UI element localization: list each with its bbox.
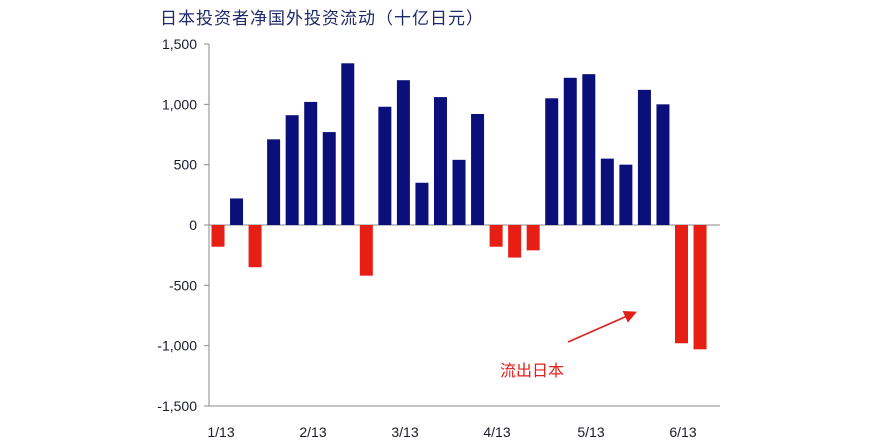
bar bbox=[230, 198, 244, 225]
y-tick-label: -1,000 bbox=[157, 338, 197, 354]
bar bbox=[396, 80, 410, 225]
bar bbox=[415, 182, 429, 225]
annotation-arrow bbox=[567, 311, 637, 343]
bar bbox=[619, 164, 633, 225]
x-tick-label: 2/13 bbox=[299, 424, 326, 440]
x-tick-label: 4/13 bbox=[483, 424, 510, 440]
bar bbox=[285, 115, 299, 225]
bar bbox=[489, 225, 503, 247]
bars bbox=[211, 63, 707, 350]
bar bbox=[582, 74, 596, 226]
bar bbox=[267, 139, 281, 225]
x-tick-label: 1/13 bbox=[207, 424, 234, 440]
x-tick-label: 6/13 bbox=[669, 424, 696, 440]
bar bbox=[637, 89, 651, 225]
bar bbox=[471, 113, 485, 225]
bar bbox=[675, 225, 688, 344]
y-tick-label: -1,500 bbox=[157, 398, 197, 414]
annotation-label: 流出日本 bbox=[500, 361, 564, 380]
annotations: 流出日本 bbox=[500, 311, 637, 380]
x-tick-labels: 1/13 2/13 3/13 4/13 5/13 6/13 bbox=[207, 424, 696, 440]
y-tick-label: 500 bbox=[174, 157, 198, 173]
bar bbox=[563, 77, 577, 225]
y-tick-label: -500 bbox=[169, 277, 197, 293]
chart-title: 日本投资者净国外投资流动（十亿日元） bbox=[160, 9, 484, 29]
bar bbox=[341, 63, 355, 225]
bar bbox=[693, 225, 707, 350]
bar bbox=[508, 225, 522, 258]
bar bbox=[359, 225, 373, 276]
x-tick-label: 5/13 bbox=[577, 424, 604, 440]
y-tick-label: 1,000 bbox=[162, 96, 197, 112]
bar bbox=[656, 104, 670, 225]
bar bbox=[433, 97, 447, 225]
bar bbox=[452, 159, 466, 225]
bar bbox=[378, 106, 392, 225]
bar bbox=[526, 225, 540, 251]
y-tick-label: 0 bbox=[189, 217, 197, 233]
x-tick-label: 3/13 bbox=[391, 424, 418, 440]
y-tick-labels: 1,500 1,000 500 0 -500 -1,000 -1,500 bbox=[157, 36, 197, 414]
bar bbox=[322, 132, 336, 225]
bar bbox=[545, 98, 559, 225]
bar bbox=[211, 225, 225, 247]
bar bbox=[248, 225, 262, 268]
bar bbox=[600, 158, 614, 225]
bar bbox=[304, 101, 318, 225]
y-tick-label: 1,500 bbox=[162, 36, 197, 52]
